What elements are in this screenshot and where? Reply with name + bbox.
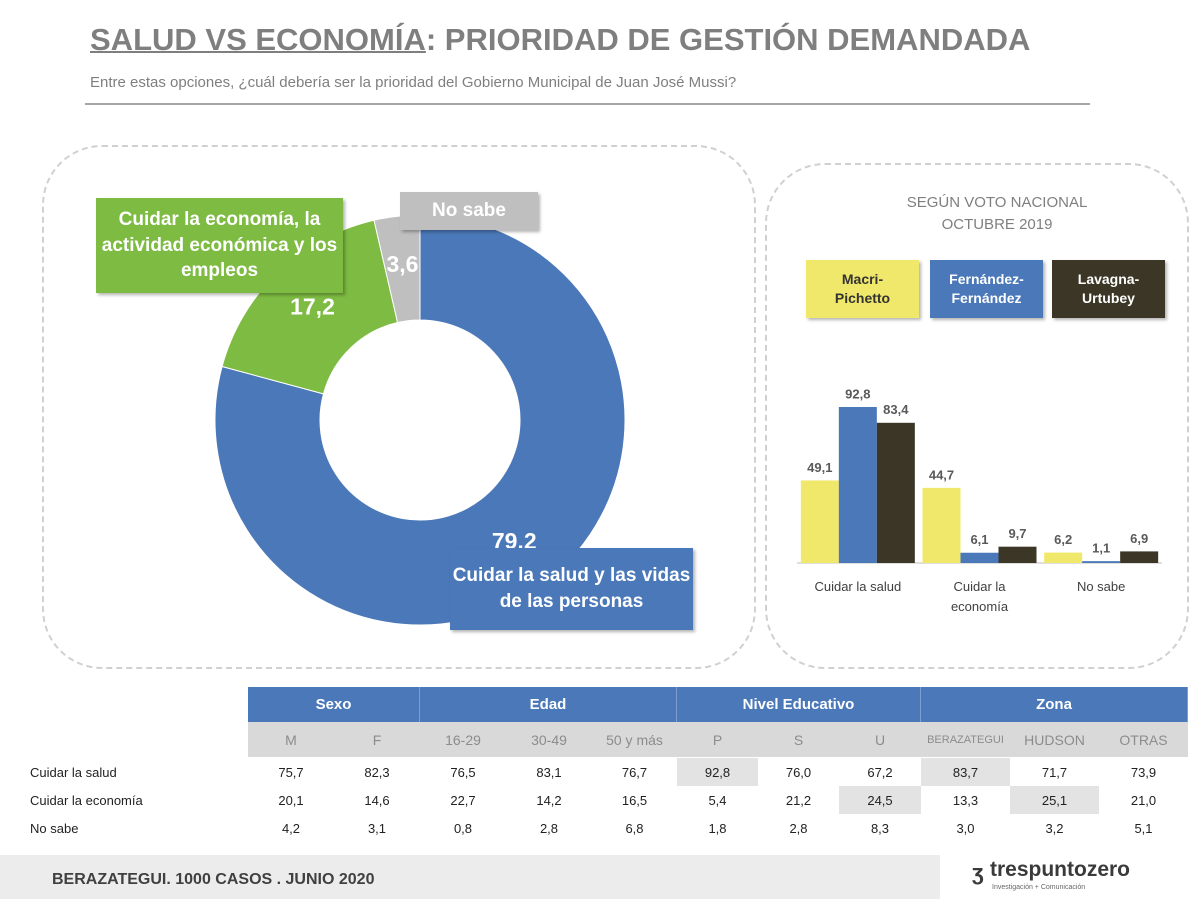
table-cell: 21,0 bbox=[1130, 792, 1157, 808]
bar bbox=[922, 487, 961, 563]
table-cell: 76,5 bbox=[450, 764, 476, 780]
value-label: 49,1 bbox=[807, 460, 832, 475]
bar-title: SEGÚN VOTO NACIONAL OCTUBRE 2019 bbox=[906, 194, 1088, 233]
table-cell: 83,7 bbox=[921, 758, 1010, 786]
table-cell: 3,1 bbox=[367, 820, 387, 836]
row-label: No sabe bbox=[30, 820, 79, 836]
footer-text: BERAZATEGUI. 1000 CASOS . JUNIO 2020 bbox=[52, 871, 375, 888]
value-label: 44,7 bbox=[929, 467, 954, 482]
value-label: 17,2 bbox=[290, 293, 335, 319]
table-cell: 67,2 bbox=[867, 764, 893, 780]
table-cell: 2,8 bbox=[789, 820, 808, 836]
column-header: HUDSON bbox=[1010, 722, 1099, 757]
column-header: 16-29 bbox=[420, 722, 506, 757]
bar-panel bbox=[765, 163, 1189, 669]
column-header: 30-49 bbox=[506, 722, 592, 757]
bar bbox=[998, 546, 1037, 563]
table-cell: 21,2 bbox=[785, 792, 812, 808]
table-cell: 16,5 bbox=[621, 792, 648, 808]
table-cell: 14,2 bbox=[536, 792, 562, 808]
table-cell: 4,2 bbox=[281, 820, 301, 836]
column-header: M bbox=[248, 722, 334, 757]
bar bbox=[838, 407, 877, 563]
group-header: Nivel Educativo bbox=[677, 687, 921, 722]
table-cell: 73,9 bbox=[1130, 764, 1157, 780]
table-cell: 71,7 bbox=[1041, 764, 1068, 780]
table-cell: 25,1 bbox=[1010, 786, 1099, 814]
column-header: P bbox=[677, 722, 758, 757]
value-label: 6,9 bbox=[1130, 531, 1148, 546]
table-cell: 8,3 bbox=[870, 820, 890, 836]
row-label: Cuidar la economía bbox=[30, 792, 143, 808]
title-rest: : PRIORIDAD DE GESTIÓN DEMANDADA bbox=[425, 22, 1031, 57]
donut-label: Cuidar la salud y las vidas de las perso… bbox=[450, 548, 693, 630]
table-cell: 6,8 bbox=[625, 820, 644, 836]
value-label: 6,2 bbox=[1054, 532, 1072, 547]
table-cell: 1,8 bbox=[708, 820, 727, 836]
table-cell: 13,3 bbox=[952, 792, 979, 808]
group-header: Sexo bbox=[248, 687, 420, 722]
x-tick-label: No sabe bbox=[1076, 579, 1126, 594]
title: SALUD VS ECONOMÍA: PRIORIDAD DE GESTIÓN … bbox=[90, 22, 1030, 58]
bar bbox=[1082, 561, 1121, 563]
column-header: F bbox=[334, 722, 420, 757]
x-tick-label: Cuidar la economía bbox=[950, 579, 1009, 614]
footer-band bbox=[0, 855, 940, 899]
bar bbox=[1044, 552, 1083, 563]
table-cell: 92,8 bbox=[677, 758, 758, 786]
column-header: U bbox=[839, 722, 921, 757]
value-label: 3,6 bbox=[387, 251, 419, 277]
donut-panel bbox=[42, 145, 756, 669]
header-rule bbox=[85, 103, 1090, 105]
donut-slice bbox=[221, 219, 399, 395]
x-tick-label: Cuidar la salud bbox=[814, 579, 902, 594]
table-cell: 76,0 bbox=[785, 764, 812, 780]
table-cell: 76,7 bbox=[621, 764, 648, 780]
logo-mark: ʒ bbox=[972, 860, 984, 885]
bar bbox=[960, 552, 999, 563]
group-header: Edad bbox=[420, 687, 677, 722]
row-label: Cuidar la salud bbox=[30, 764, 117, 780]
value-label: 6,1 bbox=[970, 532, 988, 547]
donut-label: Cuidar la economía, la actividad económi… bbox=[96, 198, 343, 293]
legend-item: Fernández-Fernández bbox=[930, 260, 1043, 318]
table-cell: 3,2 bbox=[1045, 820, 1064, 836]
table-cell: 75,7 bbox=[278, 764, 304, 780]
table-cell: 2,8 bbox=[539, 820, 559, 836]
table-cell: 5,1 bbox=[1134, 820, 1153, 836]
table-cell: 20,1 bbox=[278, 792, 304, 808]
column-header: 50 y más bbox=[592, 722, 677, 757]
table-cell: 5,4 bbox=[708, 792, 727, 808]
legend-item: Lavagna-Urtubey bbox=[1052, 260, 1165, 318]
bar bbox=[876, 422, 915, 563]
subtitle: Entre estas opciones, ¿cuál debería ser … bbox=[90, 74, 737, 91]
donut-slice bbox=[214, 214, 626, 626]
donut-slice bbox=[373, 214, 421, 324]
value-label: 1,1 bbox=[1092, 541, 1110, 556]
table-cell: 14,6 bbox=[364, 792, 390, 808]
column-header: S bbox=[758, 722, 839, 757]
bar bbox=[1120, 551, 1159, 563]
legend-item: Macri-Pichetto bbox=[806, 260, 919, 318]
table-cell: 24,5 bbox=[839, 786, 921, 814]
group-header: Zona bbox=[921, 687, 1188, 722]
title-underlined: SALUD VS ECONOMÍA bbox=[90, 22, 426, 57]
value-label: 83,4 bbox=[883, 402, 909, 417]
column-header: OTRAS bbox=[1099, 722, 1188, 757]
table-cell: 82,3 bbox=[364, 764, 390, 780]
tagline: Investigación + Comunicación bbox=[992, 884, 1086, 891]
column-header: BERAZATEGUI bbox=[921, 722, 1010, 757]
table-cell: 22,7 bbox=[450, 792, 476, 808]
value-label: 9,7 bbox=[1008, 526, 1026, 541]
donut-label: No sabe bbox=[400, 192, 538, 230]
table-cell: 3,0 bbox=[956, 820, 975, 836]
value-label: 92,8 bbox=[845, 386, 870, 401]
brand: trespuntozero bbox=[990, 858, 1131, 881]
table-cell: 83,1 bbox=[536, 764, 562, 780]
table-cell: 0,8 bbox=[453, 820, 473, 836]
bar bbox=[800, 480, 839, 563]
